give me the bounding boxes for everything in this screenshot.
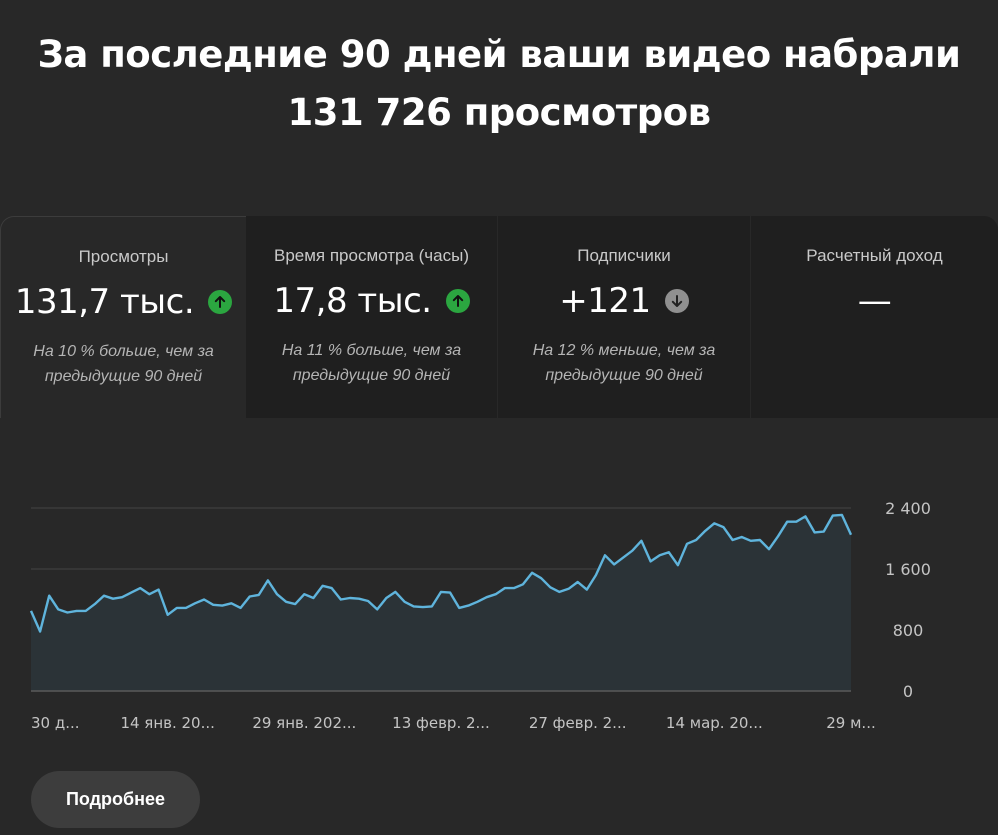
metric-card-watch-time[interactable]: Время просмотра (часы) 17,8 тыс. На 11 %…	[246, 216, 497, 418]
series-line[interactable]	[29, 513, 853, 633]
metric-value-row: 17,8 тыс.	[246, 278, 497, 324]
metric-value: +121	[559, 281, 651, 321]
metric-note-line-1: На 10 % больше, чем за	[33, 343, 214, 360]
x-tick-label: 14 янв. 20...	[120, 714, 214, 732]
arrow-up-icon	[208, 290, 233, 314]
x-tick-label: 13 февр. 2...	[392, 714, 490, 732]
metric-note-line-1: На 11 % больше, чем за	[281, 342, 462, 359]
x-tick-label: 29 м...	[826, 714, 875, 732]
headline-line-1: За последние 90 дней ваши видео набрали	[37, 33, 961, 76]
metric-value: —	[857, 281, 892, 321]
metric-title: Подписчики	[577, 246, 671, 265]
metric-note: На 11 % больше, чем за предыдущие 90 дне…	[254, 338, 489, 388]
x-tick-label: 27 февр. 2...	[529, 714, 627, 732]
metric-title: Время просмотра (часы)	[273, 246, 470, 265]
headline-line-2: 131 726 просмотров	[287, 91, 711, 134]
metric-note-line-1: На 12 % меньше, чем за	[532, 342, 716, 359]
metric-value: 17,8 тыс.	[273, 281, 432, 321]
metric-value-row: +121	[498, 278, 750, 324]
metric-cards: Просмотры 131,7 тыс. На 10 % больше, чем…	[0, 216, 998, 418]
area-fill	[31, 514, 851, 691]
arrow-down-icon	[664, 289, 689, 313]
x-tick-label: 30 д...	[31, 714, 80, 732]
headline: За последние 90 дней ваши видео набрали …	[0, 26, 998, 142]
metric-note: На 10 % больше, чем за предыдущие 90 дне…	[9, 339, 238, 389]
metric-card-views[interactable]: Просмотры 131,7 тыс. На 10 % больше, чем…	[0, 216, 246, 418]
metric-card-revenue[interactable]: Расчетный доход —	[751, 216, 998, 418]
metric-note-line-2: предыдущие 90 дней	[44, 368, 203, 385]
y-tick-label: 800	[893, 621, 924, 640]
metric-title: Просмотры	[78, 247, 169, 266]
x-tick-label: 14 мар. 20...	[666, 714, 763, 732]
metric-value-row: 131,7 тыс.	[1, 279, 246, 325]
x-tick-label: 29 янв. 202...	[252, 714, 356, 732]
arrow-up-icon	[445, 289, 470, 313]
y-tick-label: 0	[903, 682, 913, 701]
metric-title: Расчетный доход	[806, 246, 943, 265]
y-tick-label: 2 400	[885, 499, 931, 518]
metric-note-line-2: предыдущие 90 дней	[545, 367, 703, 384]
y-tick-label: 1 600	[885, 560, 931, 579]
metric-value-row: —	[751, 278, 998, 324]
metric-value: 131,7 тыс.	[14, 282, 195, 322]
metric-note-line-2: предыдущие 90 дней	[292, 367, 451, 384]
metric-note: На 12 % меньше, чем за предыдущие 90 дне…	[506, 338, 742, 388]
more-details-button[interactable]: Подробнее	[31, 771, 200, 828]
views-chart[interactable]: 0 800 1 600 2 400 30 д... 14 янв. 20... 29 янв…	[0, 480, 998, 740]
metric-card-subscribers[interactable]: Подписчики +121 На 12 % меньше, чем за п…	[498, 216, 750, 418]
